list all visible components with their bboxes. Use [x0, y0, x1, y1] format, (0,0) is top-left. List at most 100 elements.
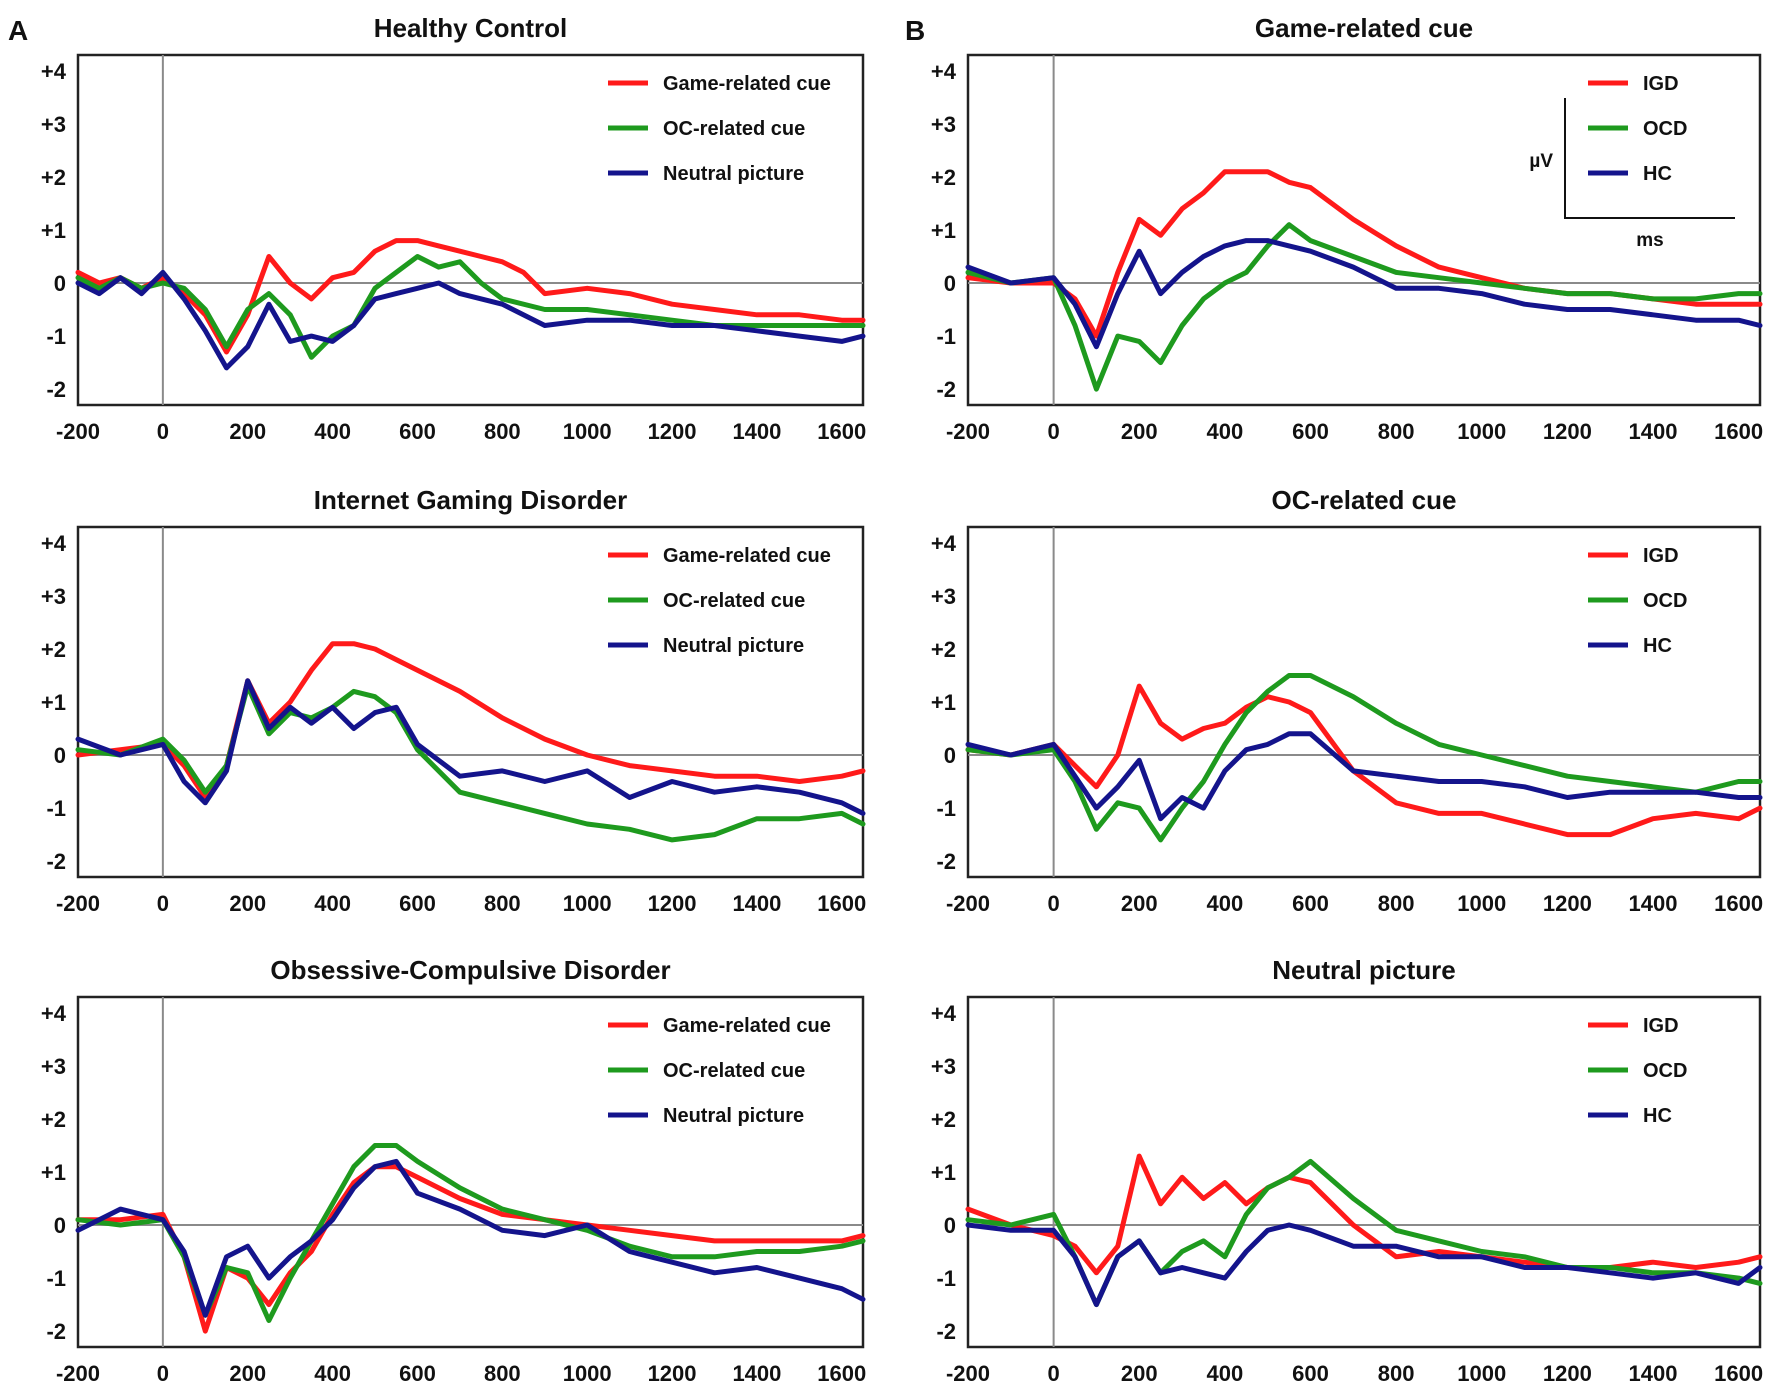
x-tick-label: 800: [484, 891, 521, 916]
chart-title: Neutral picture: [1272, 955, 1456, 985]
x-tick-label: 800: [1378, 1361, 1415, 1386]
x-tick-label: 1200: [648, 1361, 697, 1386]
y-tick-label: -2: [936, 377, 956, 402]
y-tick-label: +3: [41, 1054, 66, 1079]
series-line-oc-related-cue: [75, 254, 866, 360]
x-tick-label: 1000: [1457, 891, 1506, 916]
x-tick-label: 1200: [1543, 1361, 1592, 1386]
legend-label: Neutral picture: [663, 163, 804, 185]
y-tick-label: -2: [936, 849, 956, 874]
scale-bar-y-label: µV: [1529, 151, 1553, 172]
legend-label: OCD: [1643, 118, 1687, 140]
x-tick-label: 1400: [732, 891, 781, 916]
x-tick-label: 800: [484, 419, 521, 444]
y-tick-label: 0: [944, 271, 956, 296]
x-tick-label: 1600: [817, 419, 866, 444]
x-tick-label: -200: [56, 419, 100, 444]
y-tick-label: +3: [931, 112, 956, 137]
legend-label: HC: [1643, 1105, 1672, 1127]
x-tick-label: 400: [314, 1361, 351, 1386]
series-line-igd: [965, 1153, 1763, 1276]
x-tick-label: -200: [56, 891, 100, 916]
plot-frame: [966, 525, 1762, 879]
x-tick-label: 1600: [817, 1361, 866, 1386]
plot-frame: [966, 995, 1762, 1349]
x-tick-label: 800: [1378, 419, 1415, 444]
y-tick-label: -2: [46, 1319, 66, 1344]
plot-frame: [76, 995, 865, 1349]
x-tick-label: 1400: [732, 1361, 781, 1386]
chart-3: Internet Gaming Disorder +4 +3 +2 +1 0 -1 -2 -20…: [41, 485, 866, 916]
x-tick-label: 1200: [648, 891, 697, 916]
x-tick-label: 1000: [563, 1361, 612, 1386]
series-line-game-related-cue: [75, 641, 866, 800]
legend-label: Game-related cue: [663, 1015, 831, 1037]
plot-frame: [76, 53, 865, 407]
legend-label: Game-related cue: [663, 73, 831, 95]
y-tick-label: +1: [931, 1160, 956, 1185]
y-tick-label: +4: [41, 1001, 67, 1026]
chart-1: Healthy Control +4 +3 +2 +1 0 -1 -2 -200 0 200 400 6…: [41, 13, 866, 444]
plot-frame: [966, 53, 1762, 407]
y-tick-label: 0: [944, 743, 956, 768]
x-tick-label: 1400: [1628, 891, 1677, 916]
y-tick-label: +4: [41, 531, 67, 556]
x-tick-label: 600: [399, 891, 436, 916]
legend-label: OCD: [1643, 590, 1687, 612]
panel-letter-a: A: [8, 15, 28, 46]
y-tick-label: -1: [46, 324, 66, 349]
series-line-game-related-cue: [75, 238, 866, 355]
legend-label: HC: [1643, 163, 1672, 185]
legend-label: Game-related cue: [663, 545, 831, 567]
y-tick-label: 0: [944, 1213, 956, 1238]
y-tick-label: -1: [936, 324, 956, 349]
chart-title: Obsessive-Compulsive Disorder: [270, 955, 670, 985]
legend-label: Neutral picture: [663, 635, 804, 657]
x-tick-label: 600: [399, 1361, 436, 1386]
series-line-oc-related-cue: [75, 683, 866, 843]
x-tick-label: 600: [1292, 419, 1329, 444]
y-tick-label: -2: [46, 849, 66, 874]
chart-title: Healthy Control: [374, 13, 568, 43]
y-tick-label: +1: [931, 218, 956, 243]
y-tick-label: +4: [931, 1001, 957, 1026]
x-tick-label: 1000: [563, 419, 612, 444]
charts-group: Healthy Control+4+3+2+10-1-2-200 0 200 400 6…: [41, 13, 1763, 1386]
chart-5: Obsessive-Compulsive Disorder +4 +3 +2 +1 0 -1…: [41, 955, 866, 1386]
x-tick-label: 1400: [1628, 419, 1677, 444]
y-tick-label: -1: [46, 1266, 66, 1291]
y-tick-label: +3: [41, 112, 66, 137]
series-line-ocd: [965, 673, 1763, 843]
x-tick-label: 200: [229, 1361, 266, 1386]
y-tick-label: +4: [931, 531, 957, 556]
series-line-neutral-picture: [75, 1158, 866, 1318]
chart-title: OC-related cue: [1272, 485, 1457, 515]
legend-label: IGD: [1643, 73, 1679, 95]
x-tick-label: 1200: [648, 419, 697, 444]
y-tick-label: +2: [41, 1107, 66, 1132]
y-tick-label: -2: [936, 1319, 956, 1344]
x-tick-label: 0: [157, 891, 169, 916]
y-tick-label: -1: [936, 796, 956, 821]
y-tick-label: 0: [54, 743, 66, 768]
y-tick-label: +1: [41, 218, 66, 243]
chart-4: OC-related cue +4 +3 +2 +1 0 -1 -2 -200 0 200 400 60…: [931, 485, 1763, 916]
legend-label: IGD: [1643, 1015, 1679, 1037]
x-tick-label: 0: [1047, 419, 1059, 444]
series-line-neutral-picture: [75, 269, 866, 371]
x-tick-label: -200: [946, 891, 990, 916]
x-tick-label: 1000: [1457, 419, 1506, 444]
legend-label: OC-related cue: [663, 1060, 805, 1082]
y-tick-label: 0: [54, 1213, 66, 1238]
y-tick-label: +3: [931, 584, 956, 609]
x-tick-label: -200: [56, 1361, 100, 1386]
x-tick-label: 800: [484, 1361, 521, 1386]
x-tick-label: 1600: [1714, 1361, 1763, 1386]
chart-title: Internet Gaming Disorder: [314, 485, 628, 515]
chart-6: Neutral picture +4 +3 +2 +1 0 -1 -2 -200 0 200 400 6…: [931, 955, 1763, 1386]
y-tick-label: +1: [931, 690, 956, 715]
x-tick-label: 600: [1292, 891, 1329, 916]
y-tick-label: -2: [46, 377, 66, 402]
series-line-hc: [965, 731, 1763, 822]
